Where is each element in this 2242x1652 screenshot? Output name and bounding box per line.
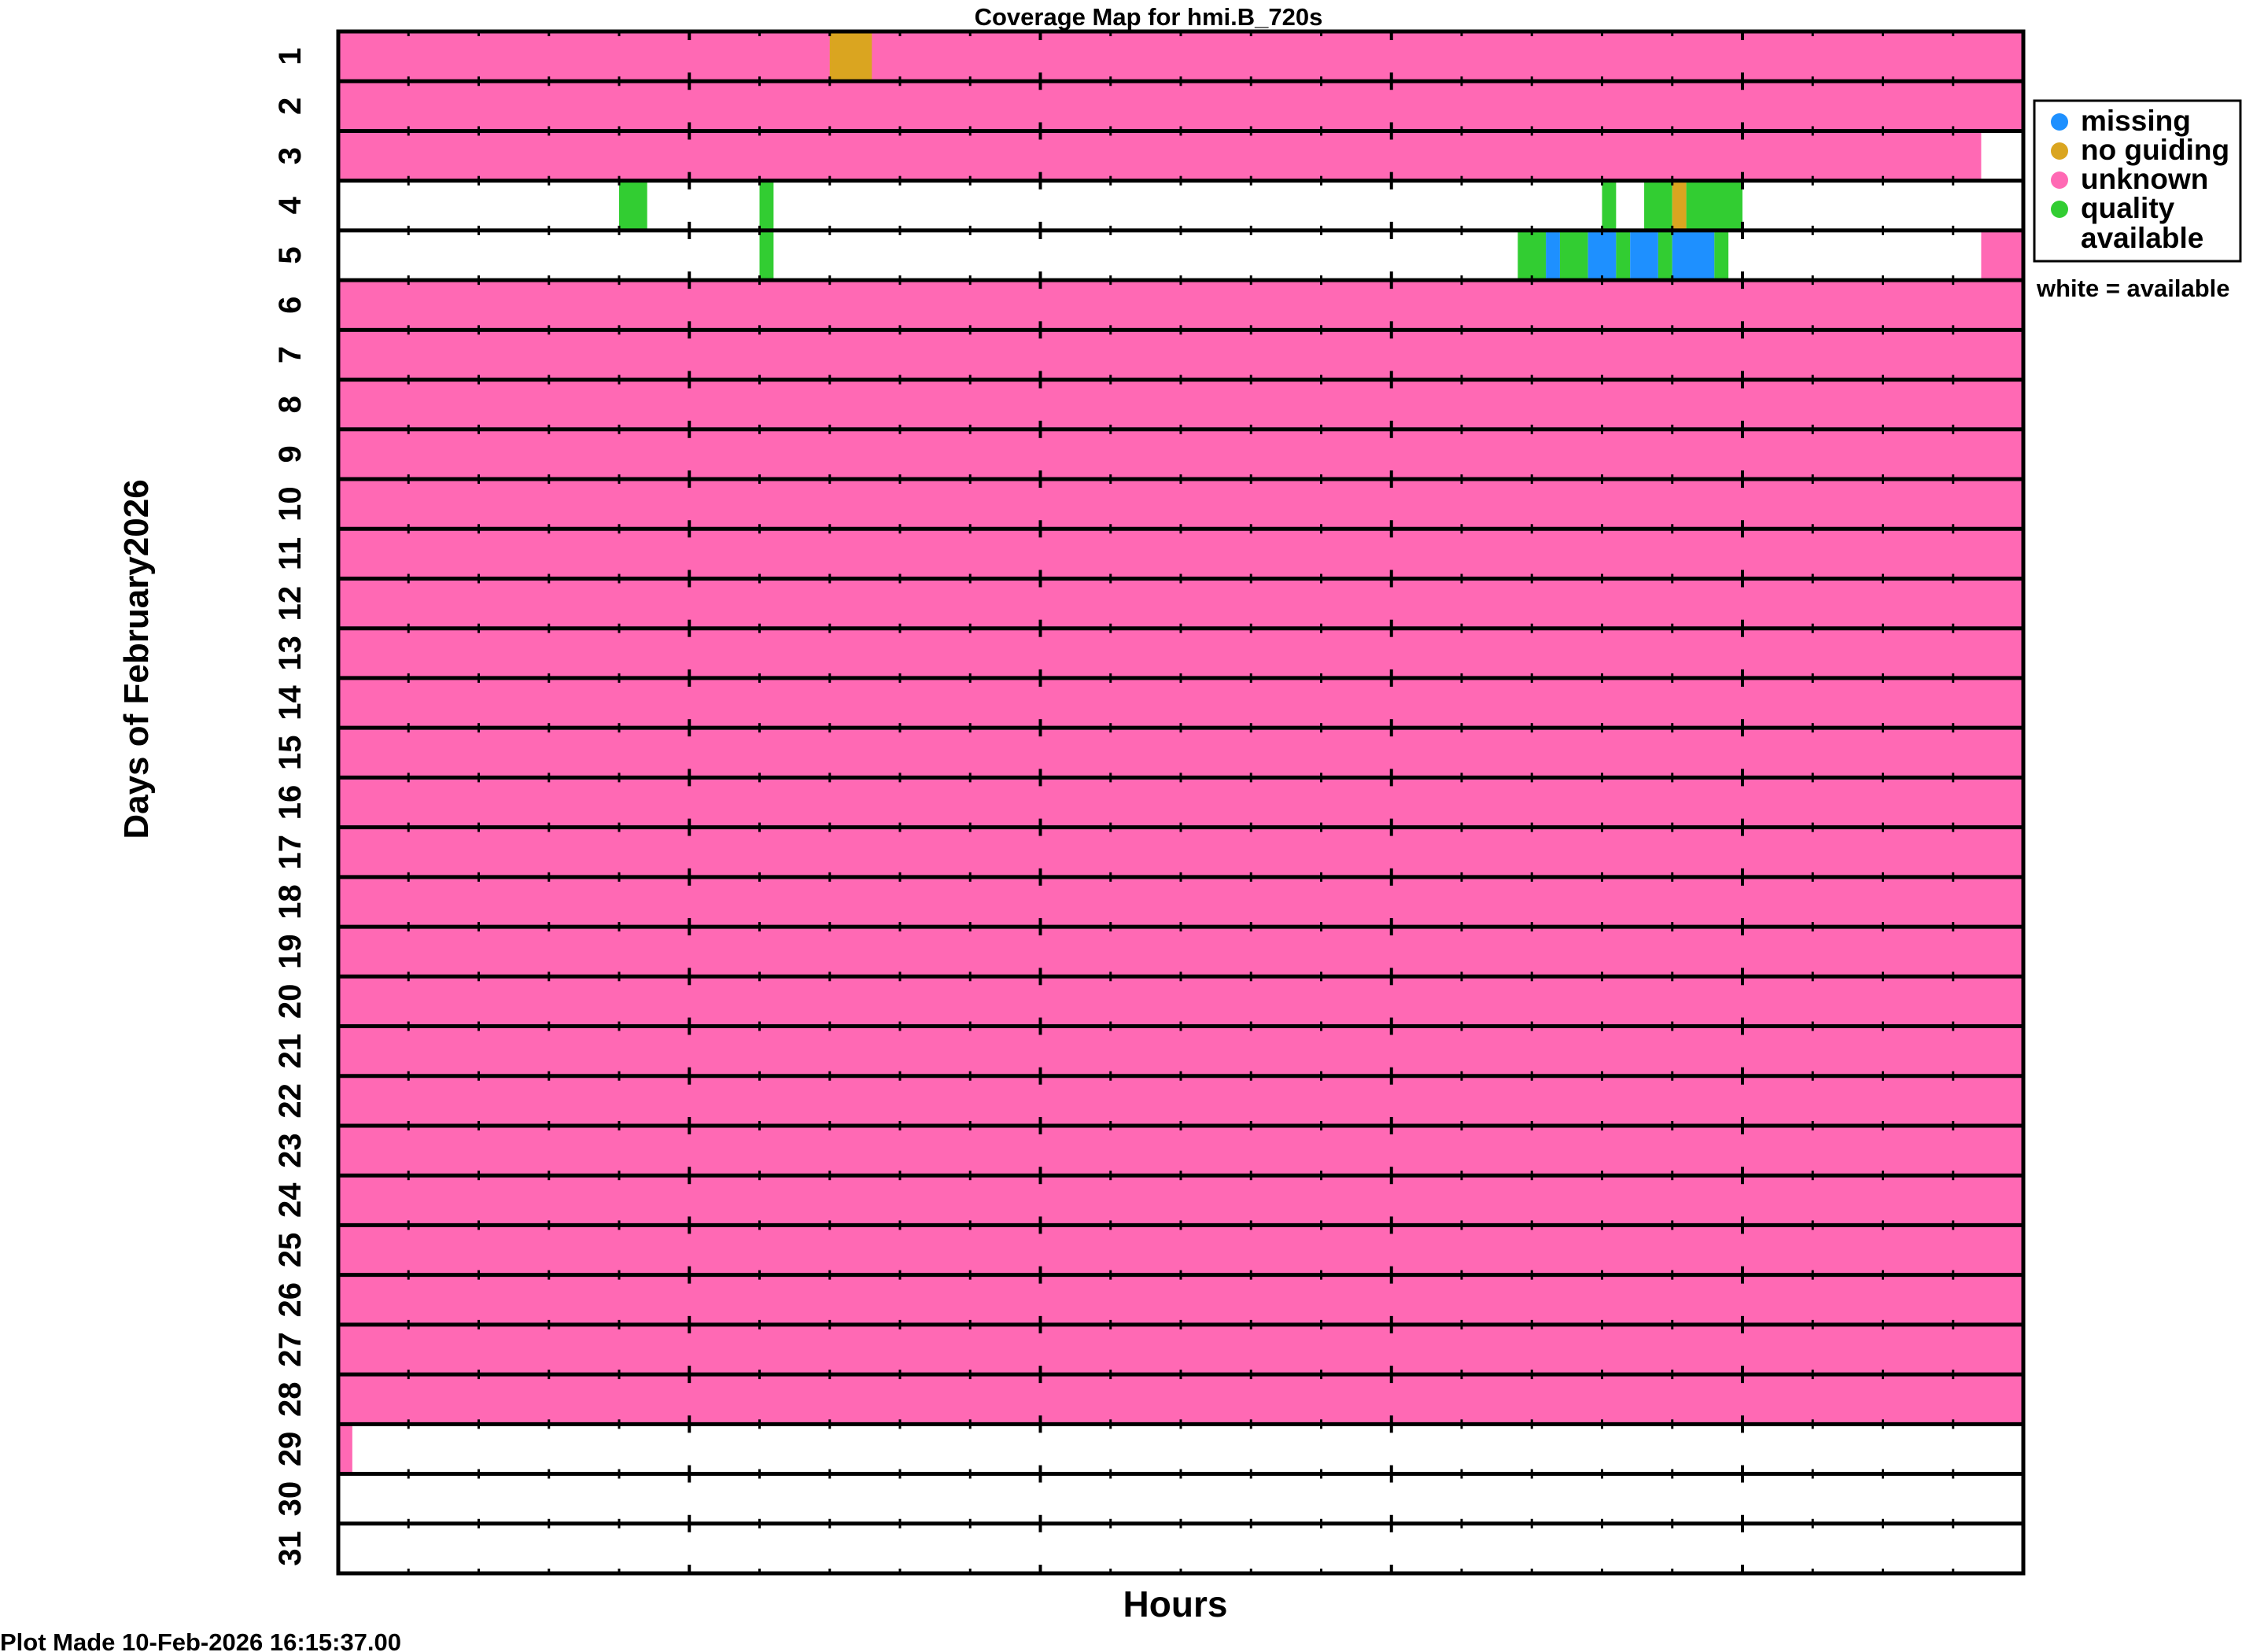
cell-day-5-quality [1714,230,1729,281]
cell-day-4-quality [1602,180,1617,230]
cell-day-25-unknown [338,1225,2023,1275]
day-label-19: 19 [273,934,308,969]
cell-day-8-unknown [338,379,2023,430]
cell-day-2-unknown [338,81,2023,131]
day-label-29: 29 [273,1432,308,1467]
cell-day-4-noguiding [1672,180,1687,230]
plot-made-footer: Plot Made 10-Feb-2026 16:15:37.00 [0,1628,401,1652]
cell-day-29-unknown [338,1424,352,1474]
day-label-26: 26 [273,1282,308,1318]
legend-marker-no-guiding [2051,142,2068,160]
cell-day-5-missing [1630,230,1658,281]
day-label-9: 9 [273,445,308,463]
day-label-22: 22 [273,1083,308,1119]
cell-day-16-unknown [338,777,2023,828]
cell-day-7-unknown [338,330,2023,380]
legend-marker-quality [2051,201,2068,218]
legend-white-note: white = available [2036,275,2230,302]
day-label-6: 6 [273,297,308,314]
hour-ticks [407,31,1955,1573]
day-tick-labels: 1234567891011121314151617181920212223242… [273,47,308,1565]
cell-day-3-unknown [338,131,1982,181]
cell-day-11-unknown [338,529,2023,579]
cell-day-5-missing [1587,230,1617,281]
legend-label-quality-available: available [2081,222,2203,254]
legend: missing no guiding unknown quality avail… [2033,99,2242,263]
day-label-11: 11 [273,537,308,570]
cell-day-15-unknown [338,728,2023,778]
cell-day-5-quality [759,230,774,281]
cell-day-1-unknown [338,31,2023,82]
cell-day-4-quality [1644,180,1672,230]
cell-day-27-unknown [338,1324,2023,1375]
cell-day-4-quality [1686,180,1742,230]
cell-day-17-unknown [338,827,2023,877]
day-label-16: 16 [273,785,308,820]
cell-day-18-unknown [338,876,2023,927]
cell-day-5-quality [1658,230,1672,281]
plot-frame [336,29,2026,1576]
day-label-24: 24 [273,1182,308,1218]
day-label-3: 3 [273,147,308,164]
day-label-14: 14 [273,685,308,721]
cell-day-19-unknown [338,927,2023,977]
cell-day-13-unknown [338,628,2023,678]
day-label-27: 27 [273,1332,308,1367]
cell-day-5-quality [1517,230,1547,281]
cell-day-10-unknown [338,479,2023,529]
day-label-20: 20 [273,984,308,1020]
cell-day-21-unknown [338,1026,2023,1076]
cell-day-9-unknown [338,429,2023,480]
y-axis-label: Days of February2026 [117,479,156,839]
day-label-7: 7 [273,346,308,363]
day-label-5: 5 [273,246,308,264]
legend-marker-unknown [2051,171,2068,189]
legend-marker-missing [2051,113,2068,131]
day-label-30: 30 [273,1481,308,1517]
day-label-18: 18 [273,884,308,920]
day-label-21: 21 [273,1034,308,1069]
day-label-23: 23 [273,1133,308,1168]
cell-day-5-quality [1616,230,1631,281]
cell-day-20-unknown [338,976,2023,1027]
legend-label-unknown: unknown [2081,163,2208,195]
chart-title: Coverage Map for hmi.B_720s [975,3,1323,31]
cell-day-28-unknown [338,1374,2023,1425]
day-label-15: 15 [273,736,308,771]
day-label-17: 17 [273,835,308,870]
cell-day-5-unknown [1981,230,2023,281]
cell-day-1-noguiding [829,31,872,82]
cell-day-14-unknown [338,677,2023,728]
cell-day-22-unknown [338,1075,2023,1126]
cell-day-5-quality [1559,230,1588,281]
day-label-1: 1 [273,47,308,65]
day-label-13: 13 [273,636,308,671]
cell-day-4-quality [759,180,774,230]
cell-day-6-unknown [338,280,2023,330]
legend-label-no-guiding: no guiding [2081,134,2229,166]
day-label-4: 4 [273,196,308,214]
cell-day-4-quality [619,180,647,230]
legend-label-missing: missing [2081,105,2191,137]
cell-day-24-unknown [338,1175,2023,1226]
x-axis-label: Hours [1123,1584,1228,1624]
cell-day-12-unknown [338,578,2023,629]
day-label-10: 10 [273,486,308,522]
legend-label-quality: quality [2081,192,2175,224]
day-label-28: 28 [273,1381,308,1417]
cell-day-23-unknown [338,1125,2023,1176]
day-label-31: 31 [273,1531,308,1566]
cell-day-5-missing [1672,230,1715,281]
cell-day-26-unknown [338,1274,2023,1325]
legend-box [2033,99,2242,263]
day-label-2: 2 [273,98,308,115]
day-label-8: 8 [273,396,308,413]
coverage-cells [338,31,2023,1474]
day-label-12: 12 [273,586,308,621]
cell-day-5-missing [1546,230,1560,281]
day-label-25: 25 [273,1233,308,1268]
